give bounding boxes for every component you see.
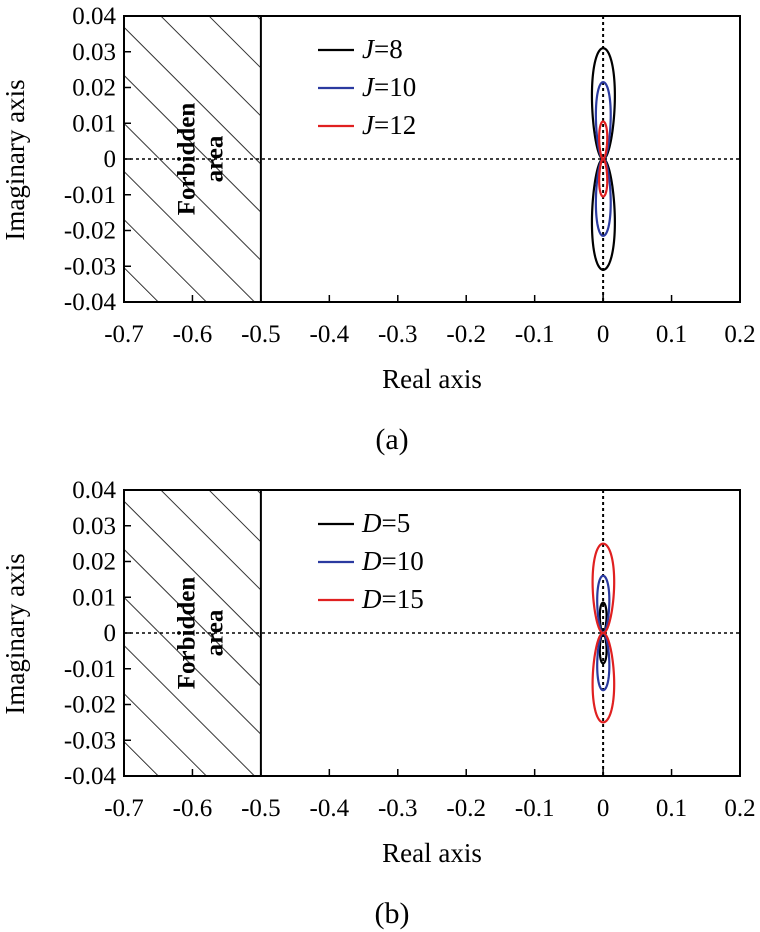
locus-lower-series-2 bbox=[598, 157, 609, 198]
locus-lower-series-1 bbox=[596, 631, 611, 692]
panel-label: (b) bbox=[375, 897, 410, 930]
y-tick-label: 0.01 bbox=[72, 584, 116, 611]
panel-label: (a) bbox=[375, 423, 408, 456]
x-axis-title: Real axis bbox=[382, 838, 482, 868]
y-tick-label: -0.04 bbox=[64, 289, 117, 316]
y-tick-label: -0.03 bbox=[64, 727, 116, 754]
y-tick-label: 0.03 bbox=[72, 39, 116, 66]
legend-entry: J=8 bbox=[362, 34, 403, 64]
locus-lower-series-0 bbox=[590, 157, 616, 271]
legend-value: =10 bbox=[374, 72, 416, 102]
legend: D=5D=10D=15 bbox=[318, 508, 424, 614]
y-tick-label: 0.01 bbox=[72, 110, 116, 137]
x-tick-label: -0.5 bbox=[241, 321, 281, 348]
locus-upper-series-0 bbox=[590, 47, 616, 161]
panel-b: Imaginary axis Real axis (b) D=5D=10D=15… bbox=[0, 477, 756, 930]
x-tick-label: -0.2 bbox=[446, 795, 486, 822]
x-tick-label: 0 bbox=[597, 321, 610, 348]
x-tick-label: -0.5 bbox=[241, 795, 281, 822]
legend: J=8J=10J=12 bbox=[318, 34, 416, 140]
legend-variable: D bbox=[361, 546, 382, 576]
locus-upper-series-1 bbox=[596, 574, 611, 635]
x-tick-label: -0.6 bbox=[173, 795, 213, 822]
y-axis-title: Imaginary axis bbox=[0, 79, 30, 240]
y-tick-label: 0.03 bbox=[72, 513, 116, 540]
y-axis-title: Imaginary axis bbox=[0, 553, 30, 714]
y-tick-label: 0.02 bbox=[72, 549, 116, 576]
legend-entry: D=15 bbox=[361, 584, 424, 614]
x-tick-label: -0.1 bbox=[515, 321, 555, 348]
y-tick-label: -0.01 bbox=[64, 656, 116, 683]
x-tick-label: -0.4 bbox=[310, 795, 350, 822]
legend-value: =10 bbox=[382, 546, 424, 576]
locus-lower-series-2 bbox=[591, 631, 616, 724]
legend-entry: D=10 bbox=[361, 546, 424, 576]
y-tick-label: -0.01 bbox=[64, 182, 116, 209]
legend-value: =12 bbox=[374, 110, 416, 140]
y-tick-label: -0.04 bbox=[64, 763, 117, 790]
x-tick-label: -0.1 bbox=[515, 795, 555, 822]
legend-variable: J bbox=[362, 72, 376, 102]
y-tick-label: 0.04 bbox=[72, 3, 116, 30]
y-tick-label: -0.02 bbox=[64, 692, 116, 719]
legend-value: =5 bbox=[382, 508, 411, 538]
x-tick-label: 0.1 bbox=[656, 795, 687, 822]
y-tick-label: 0.02 bbox=[72, 75, 116, 102]
x-tick-label: -0.3 bbox=[378, 795, 418, 822]
x-tick-label: -0.6 bbox=[173, 321, 213, 348]
locus-upper-series-1 bbox=[594, 81, 612, 161]
x-tick-label: -0.7 bbox=[104, 795, 144, 822]
locus-upper-series-2 bbox=[598, 120, 609, 161]
legend-value: =15 bbox=[382, 584, 424, 614]
x-tick-label: 0 bbox=[597, 795, 610, 822]
legend-variable: J bbox=[362, 110, 376, 140]
legend-entry: J=10 bbox=[362, 72, 416, 102]
y-tick-label: 0 bbox=[104, 146, 117, 173]
panel-a: Imaginary axis Real axis (a) J=8J=10J=12… bbox=[0, 3, 756, 456]
locus-upper-series-2 bbox=[591, 542, 616, 635]
y-tick-label: -0.03 bbox=[64, 253, 116, 280]
locus-lower-series-1 bbox=[594, 157, 612, 237]
y-tick-label: 0.04 bbox=[72, 477, 116, 504]
x-tick-label: 0.2 bbox=[724, 795, 755, 822]
y-tick-label: 0 bbox=[104, 620, 117, 647]
legend-value: =8 bbox=[374, 34, 403, 64]
y-tick-label: -0.02 bbox=[64, 218, 116, 245]
x-tick-label: 0.1 bbox=[656, 321, 687, 348]
x-tick-label: -0.3 bbox=[378, 321, 418, 348]
legend-entry: D=5 bbox=[361, 508, 410, 538]
legend-variable: D bbox=[361, 508, 382, 538]
legend-variable: D bbox=[361, 584, 382, 614]
x-axis-title: Real axis bbox=[382, 364, 482, 394]
x-tick-label: 0.2 bbox=[724, 321, 755, 348]
legend-entry: J=12 bbox=[362, 110, 416, 140]
x-tick-label: -0.7 bbox=[104, 321, 144, 348]
x-tick-label: -0.2 bbox=[446, 321, 486, 348]
legend-variable: J bbox=[362, 34, 376, 64]
x-tick-label: -0.4 bbox=[310, 321, 350, 348]
